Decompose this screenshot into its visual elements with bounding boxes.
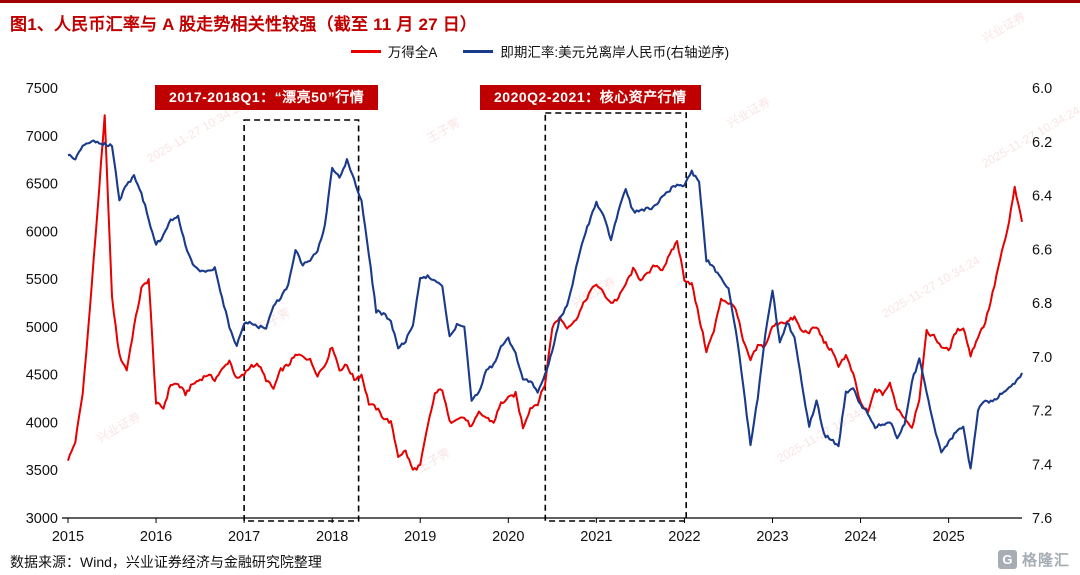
x-tick-label: 2015: [52, 529, 84, 545]
chart-title: 图1、人民币汇率与 A 股走势相关性较强（截至 11 月 27 日）: [10, 15, 478, 34]
right-axis-tick-label: 7.6: [1032, 511, 1052, 527]
x-tick-label: 2017: [228, 529, 260, 545]
gelonghui-logo-icon: G: [997, 550, 1017, 569]
left-axis-tick-label: 3000: [26, 511, 58, 527]
right-axis-tick-label: 6.6: [1032, 242, 1052, 258]
left-axis-tick-label: 7500: [26, 81, 58, 97]
chart-legend: 万得全A 即期汇率:美元兑离岸人民币(右轴逆序): [0, 41, 1080, 61]
x-tick-label: 2022: [668, 529, 700, 545]
x-tick-label: 2020: [492, 529, 524, 545]
data-source-note: 数据来源：Wind，兴业证券经济与金融研究院整理: [10, 554, 322, 570]
annotation-label-0: 2017-2018Q1：“漂亮50”行情: [155, 85, 379, 110]
right-axis-tick-label: 7.4: [1032, 457, 1052, 473]
left-axis-tick-label: 5500: [26, 272, 58, 288]
left-axis-tick-label: 4500: [26, 368, 58, 384]
x-tick-label: 2021: [580, 529, 612, 545]
left-axis-tick-label: 6000: [26, 224, 58, 240]
legend-label-usdcnh: 即期汇率:美元兑离岸人民币(右轴逆序): [500, 45, 730, 60]
gelonghui-logo-text: 格隆汇: [1021, 552, 1070, 569]
watermark-text: 2025-11-27 10:34:24: [980, 103, 1080, 171]
legend-swatch-red: [350, 49, 381, 53]
watermark-text: 王子霁: [255, 305, 293, 335]
legend-item-wind-all-a: 万得全A: [350, 41, 438, 61]
right-axis-tick-label: 6.4: [1032, 189, 1052, 205]
legend-item-usdcnh: 即期汇率:美元兑离岸人民币(右轴逆序): [463, 41, 729, 61]
watermark-text: 王子霁: [425, 115, 463, 145]
right-axis-tick-label: 6.0: [1032, 81, 1052, 97]
x-tick-label: 2023: [756, 529, 788, 545]
right-axis-tick-label: 6.8: [1032, 296, 1052, 312]
right-axis-tick-label: 6.2: [1032, 135, 1052, 151]
legend-swatch-blue: [463, 49, 494, 53]
left-axis-tick-label: 3500: [26, 463, 58, 479]
left-axis-tick-label: 6500: [26, 177, 58, 193]
left-axis-tick-label: 4000: [26, 415, 58, 431]
watermark-text: 2025-11-27 10:34:24: [880, 253, 983, 321]
usdcnh-exchange-rate-line: [67, 139, 1023, 470]
x-tick-label: 2024: [844, 529, 876, 545]
highlight-box-1: [544, 112, 687, 522]
x-tick-label: 2025: [932, 529, 964, 545]
highlight-box-0: [243, 119, 360, 522]
x-tick-label: 2018: [316, 529, 348, 545]
left-axis-tick-label: 7000: [26, 129, 58, 145]
right-axis-tick-label: 7.2: [1032, 404, 1052, 420]
left-axis-tick-label: 5000: [26, 320, 58, 336]
watermark-text: 兴业证券: [94, 409, 143, 446]
watermark-text: 兴业证券: [724, 94, 773, 131]
legend-label-wind-all-a: 万得全A: [387, 45, 438, 60]
x-tick-label: 2016: [140, 529, 172, 545]
x-tick-label: 2019: [404, 529, 436, 545]
right-axis-tick-label: 7.0: [1032, 350, 1052, 366]
annotation-label-1: 2020Q2-2021：核心资产行情: [480, 85, 701, 110]
gelonghui-logo: G 格隆汇: [997, 549, 1070, 570]
watermark-text: 兴业证券: [569, 274, 618, 311]
